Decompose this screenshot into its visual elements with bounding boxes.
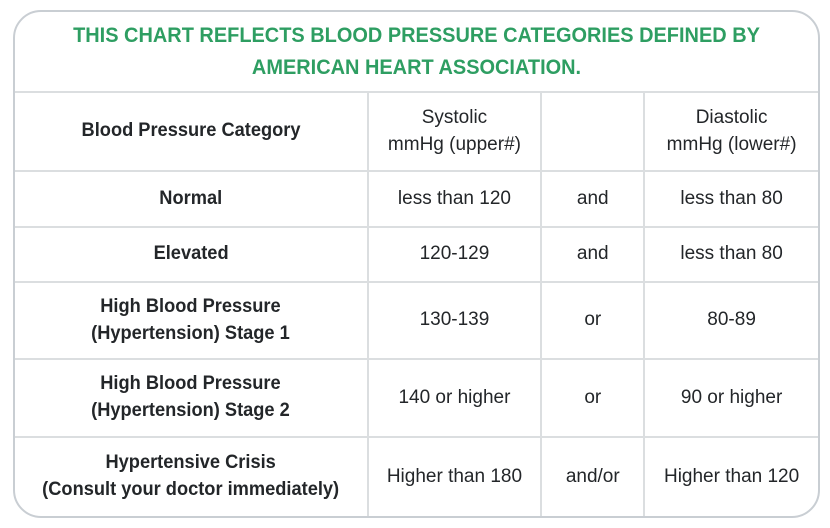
- row-normal-diastolic: less than 80: [643, 170, 818, 226]
- row-stage2-category: High Blood Pressure (Hypertension) Stage…: [15, 358, 367, 436]
- header-blood-pressure-category: Blood Pressure Category: [15, 91, 367, 170]
- row-normal-systolic: less than 120: [366, 170, 541, 226]
- chart-title-text: THIS CHART REFLECTS BLOOD PRESSURE CATEG…: [73, 24, 760, 79]
- row-crisis-diastolic: Higher than 120: [643, 436, 818, 516]
- bp-categories-card: THIS CHART REFLECTS BLOOD PRESSURE CATEG…: [13, 10, 820, 518]
- row-elevated-systolic: 120-129: [366, 226, 541, 281]
- row-crisis-systolic: Higher than 180: [366, 436, 541, 516]
- row-stage1-category: High Blood Pressure (Hypertension) Stage…: [15, 281, 367, 358]
- header-diastolic: Diastolic mmHg (lower#): [643, 91, 818, 170]
- row-stage1-connector: or: [540, 281, 644, 358]
- header-connector: [540, 91, 644, 170]
- bp-table: Blood Pressure Category Systolic mmHg (u…: [15, 91, 818, 516]
- row-crisis-category: Hypertensive Crisis (Consult your doctor…: [15, 436, 367, 516]
- row-elevated-connector: and: [540, 226, 644, 281]
- row-stage2-diastolic: 90 or higher: [643, 358, 818, 436]
- header-systolic: Systolic mmHg (upper#): [366, 91, 541, 170]
- chart-title: THIS CHART REFLECTS BLOOD PRESSURE CATEG…: [15, 12, 818, 91]
- row-normal-category: Normal: [15, 170, 367, 226]
- row-stage2-connector: or: [540, 358, 644, 436]
- row-stage1-diastolic: 80-89: [643, 281, 818, 358]
- row-elevated-diastolic: less than 80: [643, 226, 818, 281]
- row-elevated-category: Elevated: [15, 226, 367, 281]
- row-stage1-systolic: 130-139: [366, 281, 541, 358]
- row-stage2-systolic: 140 or higher: [366, 358, 541, 436]
- row-normal-connector: and: [540, 170, 644, 226]
- row-crisis-connector: and/or: [540, 436, 644, 516]
